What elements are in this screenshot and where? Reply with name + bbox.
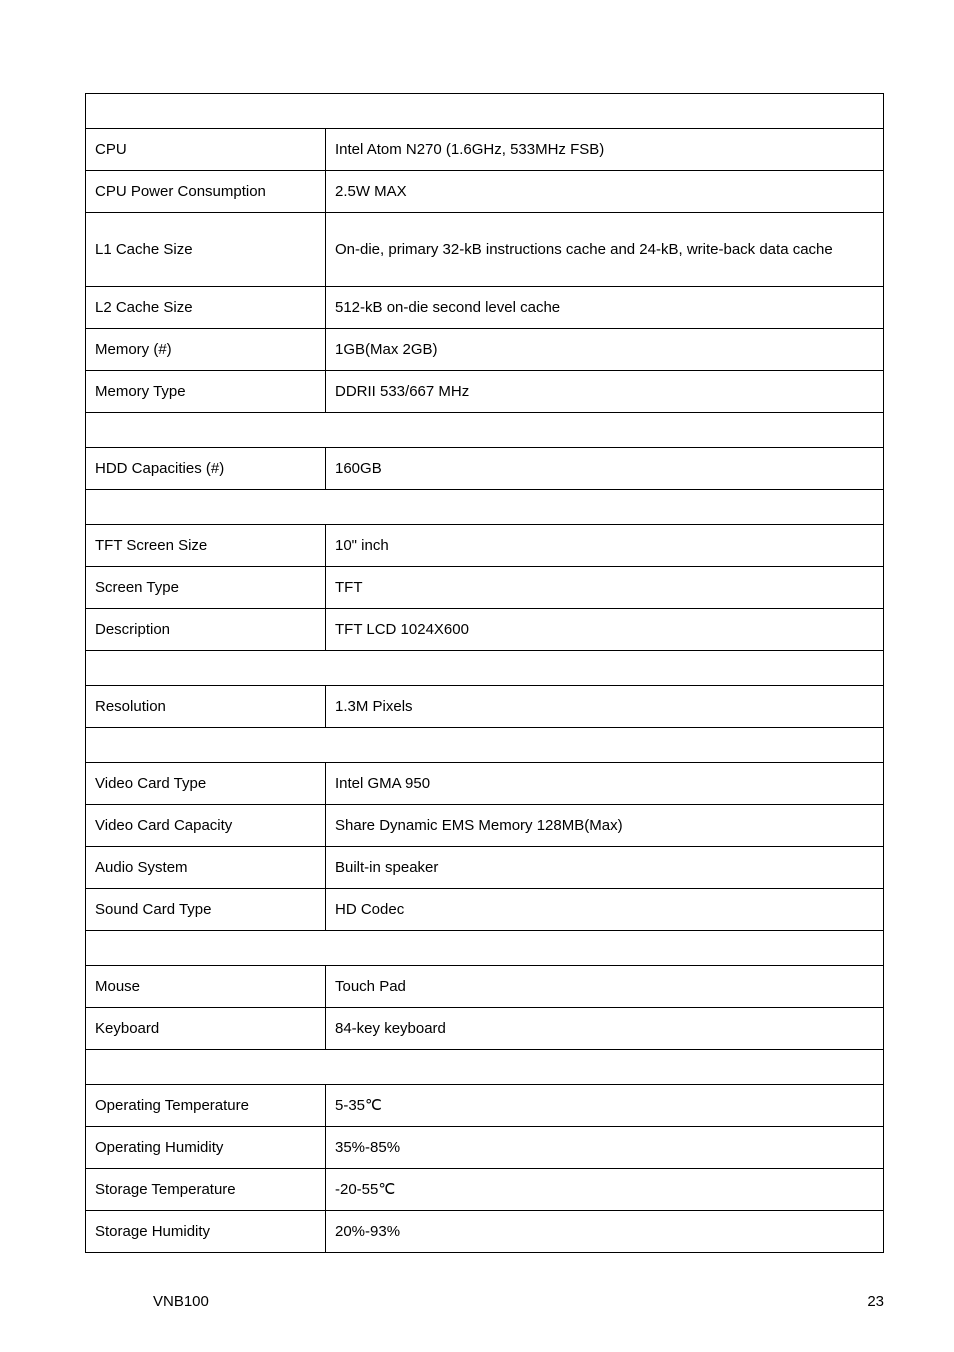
spec-value: TFT (326, 567, 884, 609)
table-row (86, 931, 884, 966)
table-row: Storage Temperature -20-55℃ (86, 1169, 884, 1211)
spec-label: Memory (#) (86, 329, 326, 371)
table-row: Video Card Capacity Share Dynamic EMS Me… (86, 805, 884, 847)
spec-value: HD Codec (326, 889, 884, 931)
spec-value: 2.5W MAX (326, 171, 884, 213)
table-row: Video Card Type Intel GMA 950 (86, 763, 884, 805)
table-row (86, 728, 884, 763)
spec-value: DDRII 533/667 MHz (326, 371, 884, 413)
spec-value: 84-key keyboard (326, 1008, 884, 1050)
page-container: CPU Intel Atom N270 (1.6GHz, 533MHz FSB)… (0, 0, 954, 1352)
spec-label: Operating Humidity (86, 1127, 326, 1169)
spec-value: 1GB(Max 2GB) (326, 329, 884, 371)
table-row: Screen Type TFT (86, 567, 884, 609)
spec-value: Intel Atom N270 (1.6GHz, 533MHz FSB) (326, 129, 884, 171)
table-row: Storage Humidity 20%-93% (86, 1211, 884, 1253)
table-row (86, 490, 884, 525)
spec-value: 512-kB on-die second level cache (326, 287, 884, 329)
section-divider (86, 728, 884, 763)
table-row: TFT Screen Size 10" inch (86, 525, 884, 567)
section-divider (86, 490, 884, 525)
spec-value: Touch Pad (326, 966, 884, 1008)
spec-label: Video Card Capacity (86, 805, 326, 847)
spec-value: 160GB (326, 448, 884, 490)
table-row: Resolution 1.3M Pixels (86, 686, 884, 728)
page-footer: VNB100 23 (85, 1293, 884, 1310)
spec-label: Operating Temperature (86, 1085, 326, 1127)
spec-value: 1.3M Pixels (326, 686, 884, 728)
table-row (86, 651, 884, 686)
section-divider (86, 413, 884, 448)
spec-value: 5-35℃ (326, 1085, 884, 1127)
table-row: Operating Temperature 5-35℃ (86, 1085, 884, 1127)
section-divider (86, 1050, 884, 1085)
spec-label: TFT Screen Size (86, 525, 326, 567)
spec-label: Keyboard (86, 1008, 326, 1050)
spec-value: Intel GMA 950 (326, 763, 884, 805)
spec-label: Audio System (86, 847, 326, 889)
table-row: Operating Humidity 35%-85% (86, 1127, 884, 1169)
section-divider (86, 651, 884, 686)
spec-label: Mouse (86, 966, 326, 1008)
spec-value: Share Dynamic EMS Memory 128MB(Max) (326, 805, 884, 847)
spec-label: CPU Power Consumption (86, 171, 326, 213)
spec-label: L2 Cache Size (86, 287, 326, 329)
section-divider (86, 931, 884, 966)
spec-label: L1 Cache Size (86, 213, 326, 287)
spec-label: Sound Card Type (86, 889, 326, 931)
table-row: Memory (#) 1GB(Max 2GB) (86, 329, 884, 371)
table-row: Mouse Touch Pad (86, 966, 884, 1008)
spec-value: 10" inch (326, 525, 884, 567)
spec-label: Storage Temperature (86, 1169, 326, 1211)
table-row: CPU Intel Atom N270 (1.6GHz, 533MHz FSB) (86, 129, 884, 171)
spec-label: Video Card Type (86, 763, 326, 805)
footer-page-number: 23 (867, 1293, 884, 1310)
spec-value: 35%-85% (326, 1127, 884, 1169)
spec-label: Resolution (86, 686, 326, 728)
spec-value: -20-55℃ (326, 1169, 884, 1211)
spec-value: 20%-93% (326, 1211, 884, 1253)
footer-model: VNB100 (85, 1293, 209, 1310)
spec-label: HDD Capacities (#) (86, 448, 326, 490)
spec-label: Storage Humidity (86, 1211, 326, 1253)
table-row: Description TFT LCD 1024X600 (86, 609, 884, 651)
specs-table: CPU Intel Atom N270 (1.6GHz, 533MHz FSB)… (85, 93, 884, 1253)
spec-label: CPU (86, 129, 326, 171)
table-row: L1 Cache Size On-die, primary 32-kB inst… (86, 213, 884, 287)
section-divider (86, 94, 884, 129)
table-row (86, 413, 884, 448)
table-row: HDD Capacities (#) 160GB (86, 448, 884, 490)
table-row: CPU Power Consumption 2.5W MAX (86, 171, 884, 213)
table-row (86, 94, 884, 129)
table-row: Sound Card Type HD Codec (86, 889, 884, 931)
spec-label: Screen Type (86, 567, 326, 609)
table-row: L2 Cache Size 512-kB on-die second level… (86, 287, 884, 329)
spec-label: Memory Type (86, 371, 326, 413)
table-row: Keyboard 84-key keyboard (86, 1008, 884, 1050)
table-row (86, 1050, 884, 1085)
spec-value: On-die, primary 32-kB instructions cache… (326, 213, 884, 287)
spec-value: Built-in speaker (326, 847, 884, 889)
spec-label: Description (86, 609, 326, 651)
table-row: Audio System Built-in speaker (86, 847, 884, 889)
spec-value: TFT LCD 1024X600 (326, 609, 884, 651)
table-row: Memory Type DDRII 533/667 MHz (86, 371, 884, 413)
